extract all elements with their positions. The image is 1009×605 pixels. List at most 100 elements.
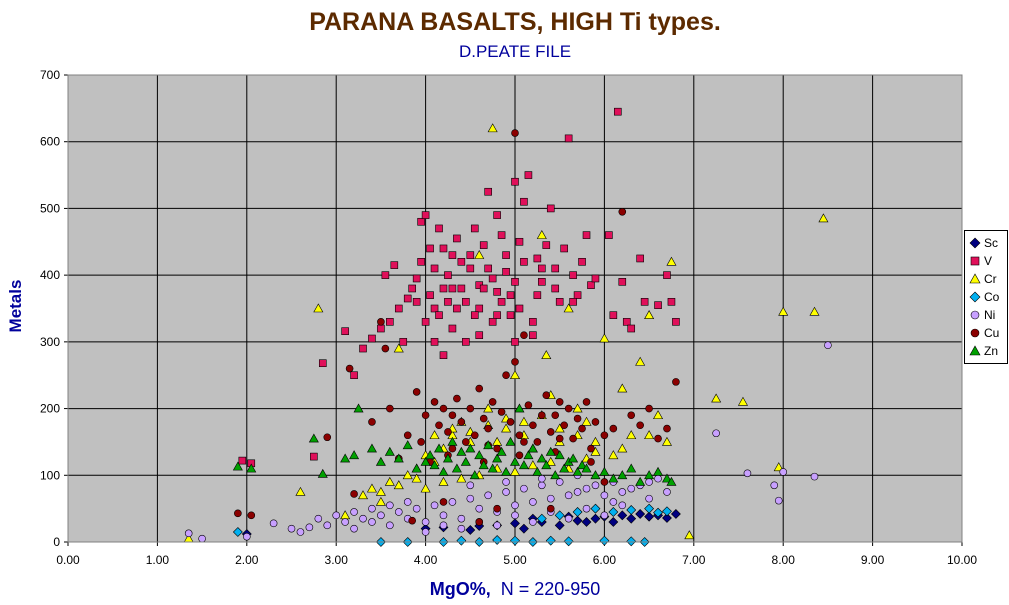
- v-point: [448, 251, 457, 259]
- v-point: [466, 251, 475, 259]
- co-point: [456, 535, 467, 546]
- v-point: [318, 359, 327, 368]
- v-point: [350, 371, 358, 380]
- cu-point: [350, 490, 358, 498]
- cu-point: [430, 398, 439, 406]
- zn-point: [532, 466, 543, 476]
- v-point: [444, 271, 452, 279]
- cr-point: [818, 213, 829, 223]
- v-point: [453, 234, 461, 243]
- cu-point: [323, 433, 332, 442]
- cr-point: [509, 466, 521, 476]
- x-axis-label: MgO%, N = 220-950: [300, 579, 730, 600]
- zn-point: [581, 463, 592, 473]
- cu-point: [386, 404, 394, 413]
- v-point: [520, 257, 528, 266]
- cr-point: [590, 436, 601, 446]
- cu-point: [672, 378, 680, 386]
- cr-point: [653, 410, 664, 420]
- ni-point: [350, 508, 358, 516]
- ni-point: [600, 511, 609, 520]
- zn-point: [505, 436, 516, 446]
- v-point: [238, 456, 247, 465]
- ni-point: [377, 511, 385, 520]
- zn-point: [478, 460, 489, 470]
- v-point: [381, 271, 390, 279]
- v-point: [484, 264, 492, 273]
- zn-point: [568, 453, 579, 463]
- ni-point: [341, 518, 349, 526]
- ni-point: [421, 528, 430, 536]
- cr-point: [617, 383, 628, 393]
- zn-point: [447, 436, 458, 446]
- cu-point: [466, 404, 475, 413]
- cu-point: [381, 344, 390, 353]
- legend-label: Ni: [984, 308, 996, 322]
- ni-point: [198, 534, 206, 543]
- cu-point: [515, 431, 524, 440]
- ni-point: [457, 524, 466, 533]
- legend-symbol: [970, 256, 980, 266]
- co-point: [590, 503, 601, 514]
- zn-point: [554, 450, 565, 460]
- ni-point: [332, 511, 341, 520]
- ni-point: [350, 524, 358, 533]
- cr-point: [518, 416, 529, 426]
- cr-point: [563, 303, 574, 313]
- cu-point: [435, 421, 443, 430]
- v-point: [506, 291, 515, 299]
- ni-point: [779, 468, 788, 476]
- v-point: [511, 278, 519, 286]
- sc-point: [590, 513, 601, 524]
- legend-symbol: [970, 310, 980, 320]
- zn-point: [523, 450, 534, 460]
- co-point: [626, 536, 637, 547]
- v-point: [488, 318, 497, 326]
- ni-point: [457, 514, 466, 523]
- cu-point: [618, 207, 627, 216]
- ni-point: [770, 481, 779, 490]
- v-point: [466, 264, 475, 273]
- cr-point: [599, 333, 610, 343]
- zn-point: [536, 453, 547, 463]
- co-point: [653, 507, 663, 518]
- v-point: [412, 274, 421, 283]
- zn-point: [661, 473, 672, 483]
- v-point: [622, 318, 631, 326]
- ni-point: [591, 481, 600, 490]
- y-tick-label: 700: [40, 68, 60, 82]
- cr-point: [366, 483, 377, 493]
- sc-point: [617, 510, 628, 521]
- sc-point: [465, 525, 476, 535]
- ni-point: [466, 494, 475, 503]
- ni-point: [538, 474, 546, 483]
- series-zn: [232, 403, 677, 486]
- ni-point: [618, 501, 627, 510]
- v-point: [341, 327, 349, 335]
- cr-point: [773, 462, 784, 472]
- ni-point: [663, 488, 671, 496]
- zn-point: [465, 443, 476, 453]
- x-tick-label: 6.00: [593, 553, 617, 567]
- v-point: [368, 334, 376, 343]
- cr-point: [411, 473, 422, 483]
- v-point: [663, 271, 671, 279]
- y-tick-label: 500: [40, 201, 60, 215]
- cr-point: [572, 403, 583, 413]
- v-point: [591, 274, 600, 283]
- v-point: [636, 254, 644, 263]
- cu-point: [542, 391, 551, 400]
- cr-point: [456, 473, 467, 483]
- v-point: [430, 338, 439, 346]
- legend-label: Cu: [984, 326, 1000, 340]
- cu-point: [484, 424, 492, 433]
- zn-point: [527, 443, 538, 453]
- cu-point: [470, 431, 479, 440]
- cu-point: [462, 438, 470, 446]
- legend-marker-zn: [969, 345, 981, 356]
- ni-point: [810, 472, 819, 481]
- y-tick-label: 300: [40, 335, 60, 349]
- legend: Sc V Cr Co Ni Cu Zn: [964, 230, 1008, 364]
- cr-point: [644, 430, 655, 440]
- legend-label: V: [984, 254, 993, 268]
